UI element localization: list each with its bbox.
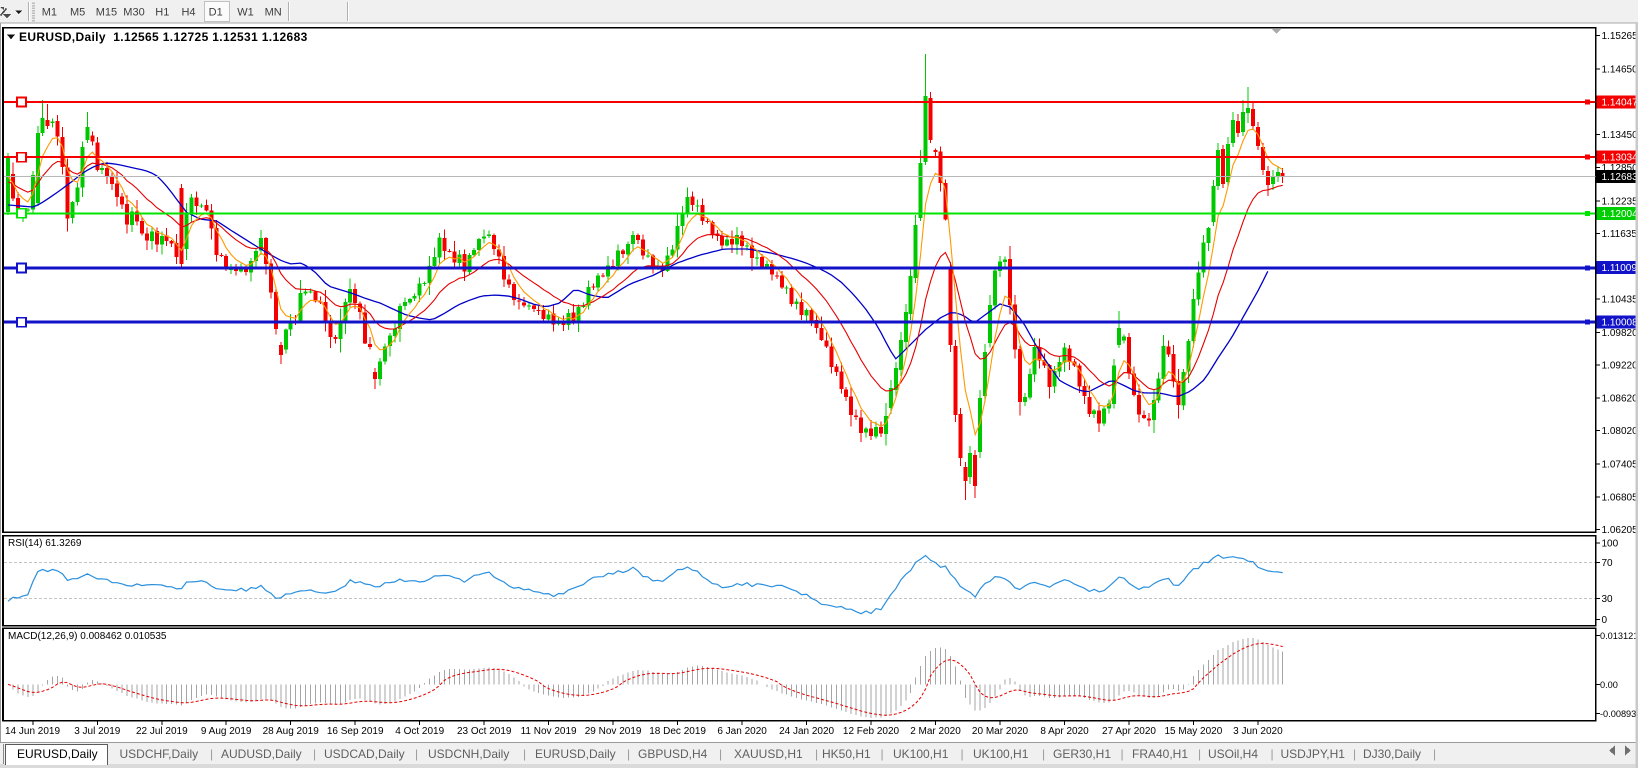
- svg-text:EURUSD,Daily: EURUSD,Daily: [17, 747, 98, 761]
- svg-text:|: |: [1353, 747, 1356, 761]
- svg-text:6 Jan 2020: 6 Jan 2020: [717, 726, 767, 737]
- svg-text:0.013121: 0.013121: [1600, 631, 1638, 641]
- svg-text:M5: M5: [70, 7, 85, 19]
- svg-text:1.11009: 1.11009: [1602, 263, 1638, 274]
- svg-text:1.11635: 1.11635: [1602, 229, 1638, 240]
- svg-text:1.06205: 1.06205: [1602, 525, 1638, 536]
- svg-text:|: |: [1433, 747, 1436, 761]
- svg-text:MN: MN: [265, 7, 282, 19]
- svg-text:30: 30: [1602, 594, 1614, 605]
- svg-text:1.08620: 1.08620: [1602, 393, 1638, 404]
- svg-text:1.13034: 1.13034: [1602, 153, 1638, 164]
- svg-text:1.14047: 1.14047: [1602, 98, 1638, 109]
- svg-text:1.10008: 1.10008: [1602, 318, 1638, 329]
- svg-text:0.00: 0.00: [1600, 680, 1618, 690]
- svg-text:|: |: [1042, 747, 1045, 761]
- svg-text:27 Apr 2020: 27 Apr 2020: [1102, 726, 1156, 737]
- svg-text:1.12850: 1.12850: [1602, 163, 1638, 174]
- svg-text:1.15265: 1.15265: [1602, 31, 1638, 42]
- svg-text:M30: M30: [123, 7, 144, 19]
- svg-text:M15: M15: [96, 7, 117, 19]
- svg-text:1.13450: 1.13450: [1602, 130, 1638, 141]
- svg-text:|: |: [719, 747, 722, 761]
- svg-text:USDCNH,Daily: USDCNH,Daily: [428, 747, 509, 761]
- svg-text:AUDUSD,Daily: AUDUSD,Daily: [221, 747, 302, 761]
- svg-text:1.14650: 1.14650: [1602, 65, 1638, 76]
- svg-text:USDCAD,Daily: USDCAD,Daily: [324, 747, 405, 761]
- svg-text:USOil,H4: USOil,H4: [1208, 747, 1258, 761]
- svg-text:1.09220: 1.09220: [1602, 361, 1638, 372]
- svg-text:USDJPY,H1: USDJPY,H1: [1281, 747, 1346, 761]
- svg-text:|: |: [961, 747, 964, 761]
- svg-text:8 Apr 2020: 8 Apr 2020: [1040, 726, 1089, 737]
- svg-text:1.07405: 1.07405: [1602, 460, 1638, 471]
- svg-text:15 May 2020: 15 May 2020: [1164, 726, 1222, 737]
- svg-text:EURUSD,Daily 1.12565 1.12725: EURUSD,Daily 1.12565 1.12725 1.12531 1.1…: [19, 30, 308, 44]
- svg-text:USDCHF,Daily: USDCHF,Daily: [120, 747, 199, 761]
- svg-text:|: |: [881, 747, 884, 761]
- svg-text:DJ30,Daily: DJ30,Daily: [1363, 747, 1421, 761]
- svg-text:H1: H1: [155, 7, 169, 19]
- svg-text:1.12004: 1.12004: [1602, 209, 1638, 220]
- svg-text:EURUSD,Daily: EURUSD,Daily: [535, 747, 616, 761]
- svg-text:|: |: [1198, 747, 1201, 761]
- svg-text:|: |: [523, 747, 526, 761]
- svg-text:12 Feb 2020: 12 Feb 2020: [843, 726, 900, 737]
- svg-text:GER30,H1: GER30,H1: [1053, 747, 1111, 761]
- svg-text:GBPUSD,H4: GBPUSD,H4: [638, 747, 708, 761]
- svg-text:23 Oct 2019: 23 Oct 2019: [457, 726, 512, 737]
- svg-text:H4: H4: [181, 7, 195, 19]
- svg-text:18 Dec 2019: 18 Dec 2019: [649, 726, 706, 737]
- svg-text:RSI(14) 61.3269: RSI(14) 61.3269: [8, 538, 82, 549]
- svg-text:1.09820: 1.09820: [1602, 328, 1638, 339]
- svg-text:1.10435: 1.10435: [1602, 295, 1638, 306]
- svg-text:22 Jul 2019: 22 Jul 2019: [136, 726, 188, 737]
- svg-text:29 Nov 2019: 29 Nov 2019: [585, 726, 642, 737]
- svg-text:2 Mar 2020: 2 Mar 2020: [910, 726, 961, 737]
- svg-text:|: |: [415, 747, 418, 761]
- svg-text:100: 100: [1602, 539, 1619, 550]
- svg-text:FRA40,H1: FRA40,H1: [1132, 747, 1188, 761]
- svg-text:1.06805: 1.06805: [1602, 492, 1638, 503]
- svg-text:16 Sep 2019: 16 Sep 2019: [327, 726, 384, 737]
- svg-text:3 Jul 2019: 3 Jul 2019: [74, 726, 121, 737]
- svg-text:|: |: [1121, 747, 1124, 761]
- svg-text:|: |: [1271, 747, 1274, 761]
- svg-text:20 Mar 2020: 20 Mar 2020: [972, 726, 1029, 737]
- svg-text:D1: D1: [209, 7, 223, 19]
- svg-text:|: |: [210, 747, 213, 761]
- svg-text:M1: M1: [42, 7, 57, 19]
- svg-text:28 Aug 2019: 28 Aug 2019: [263, 726, 320, 737]
- svg-text:1.12683: 1.12683: [1602, 172, 1638, 183]
- svg-text:4 Oct 2019: 4 Oct 2019: [395, 726, 444, 737]
- svg-text:0: 0: [1602, 615, 1608, 626]
- svg-text:MACD(12,26,9) 0.008462 0.01053: MACD(12,26,9) 0.008462 0.010535: [8, 631, 167, 642]
- svg-text:|: |: [627, 747, 630, 761]
- svg-text:1.12235: 1.12235: [1602, 196, 1638, 207]
- svg-text:3 Jun 2020: 3 Jun 2020: [1233, 726, 1283, 737]
- svg-text:14 Jun 2019: 14 Jun 2019: [5, 726, 60, 737]
- svg-text:|: |: [815, 747, 818, 761]
- svg-text:XAUUSD,H1: XAUUSD,H1: [734, 747, 803, 761]
- svg-text:24 Jan 2020: 24 Jan 2020: [779, 726, 834, 737]
- svg-text:UK100,H1: UK100,H1: [973, 747, 1029, 761]
- svg-text:|: |: [313, 747, 316, 761]
- svg-text:HK50,H1: HK50,H1: [822, 747, 871, 761]
- svg-text:11 Nov 2019: 11 Nov 2019: [521, 726, 577, 737]
- svg-text:W1: W1: [237, 7, 254, 19]
- svg-text:9 Aug 2019: 9 Aug 2019: [201, 726, 252, 737]
- svg-text:-0.008931: -0.008931: [1600, 709, 1638, 719]
- svg-text:70: 70: [1602, 558, 1614, 569]
- svg-text:1.08020: 1.08020: [1602, 426, 1638, 437]
- svg-text:UK100,H1: UK100,H1: [893, 747, 949, 761]
